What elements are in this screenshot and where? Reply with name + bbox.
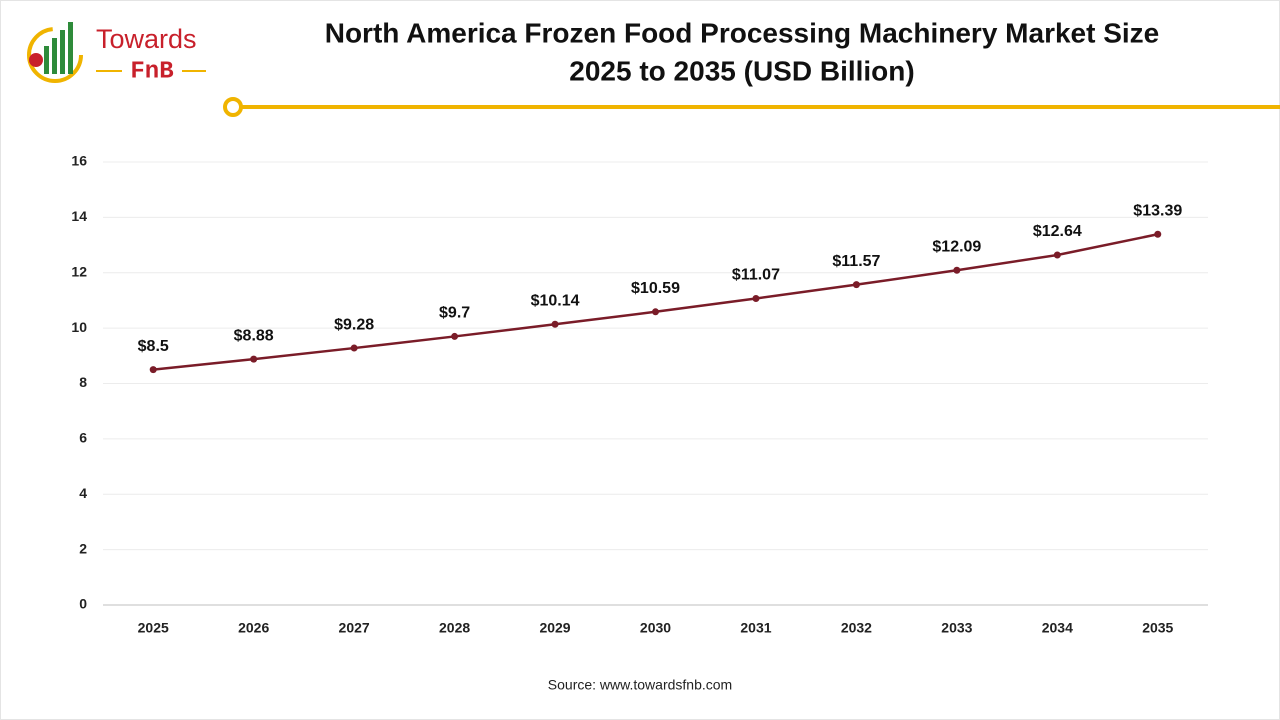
- marker: [149, 366, 157, 374]
- x-tick-label: 2033: [941, 620, 972, 636]
- marker: [852, 281, 860, 289]
- value-label: $10.14: [531, 292, 580, 309]
- divider-dot: [223, 97, 243, 117]
- x-tick-label: 2027: [339, 620, 370, 636]
- value-label: $11.57: [832, 253, 880, 270]
- chart-title: North America Frozen Food Processing Mac…: [325, 17, 1160, 48]
- x-tick-label: 2032: [841, 620, 872, 636]
- marker: [652, 308, 659, 316]
- marker: [551, 320, 559, 328]
- logo-dot: [29, 53, 43, 67]
- y-tick-label: 12: [71, 263, 87, 279]
- value-label: $8.88: [234, 327, 274, 344]
- value-label: $9.7: [439, 305, 470, 322]
- x-tick-label: 2030: [640, 620, 671, 636]
- marker: [1053, 251, 1061, 259]
- logo-sub: FnB: [130, 58, 173, 85]
- x-tick-label: 2031: [740, 620, 771, 636]
- y-tick-label: 2: [79, 540, 87, 556]
- x-tick-label: 2029: [539, 620, 570, 636]
- value-label: $11.07: [732, 267, 780, 284]
- value-label: $12.64: [1033, 223, 1082, 240]
- logo-bar: [60, 30, 65, 74]
- marker: [953, 266, 961, 274]
- value-label: $13.39: [1133, 202, 1182, 219]
- logo: Towards FnB: [27, 22, 206, 85]
- source: Source: www.towardsfnb.com: [548, 677, 732, 693]
- y-tick-label: 4: [79, 485, 87, 501]
- logo-bar: [52, 38, 57, 74]
- y-tick-label: 6: [79, 430, 87, 446]
- logo-bar: [44, 46, 49, 74]
- y-tick-label: 0: [79, 596, 87, 612]
- marker: [451, 332, 459, 340]
- x-tick-label: 2034: [1042, 620, 1073, 636]
- y-tick-label: 14: [71, 208, 87, 224]
- x-tick-label: 2028: [439, 620, 470, 636]
- value-label: $8.5: [138, 338, 169, 355]
- marker: [250, 355, 258, 363]
- value-label: $12.09: [932, 238, 981, 255]
- y-tick-label: 8: [79, 374, 87, 390]
- x-tick-label: 2026: [238, 620, 269, 636]
- value-label: $9.28: [334, 316, 374, 333]
- marker: [1154, 230, 1162, 238]
- x-tick-label: 2025: [138, 620, 169, 636]
- logo-bar: [68, 22, 73, 74]
- value-label: $10.59: [631, 280, 680, 297]
- logo-ring: [27, 27, 83, 83]
- y-tick-label: 16: [71, 153, 87, 169]
- x-tick-label: 2035: [1142, 620, 1173, 636]
- chart-title: 2025 to 2035 (USD Billion): [569, 55, 914, 86]
- logo-name: Towards: [96, 24, 197, 54]
- marker: [350, 344, 358, 352]
- marker: [752, 294, 760, 302]
- y-tick-label: 10: [71, 319, 87, 335]
